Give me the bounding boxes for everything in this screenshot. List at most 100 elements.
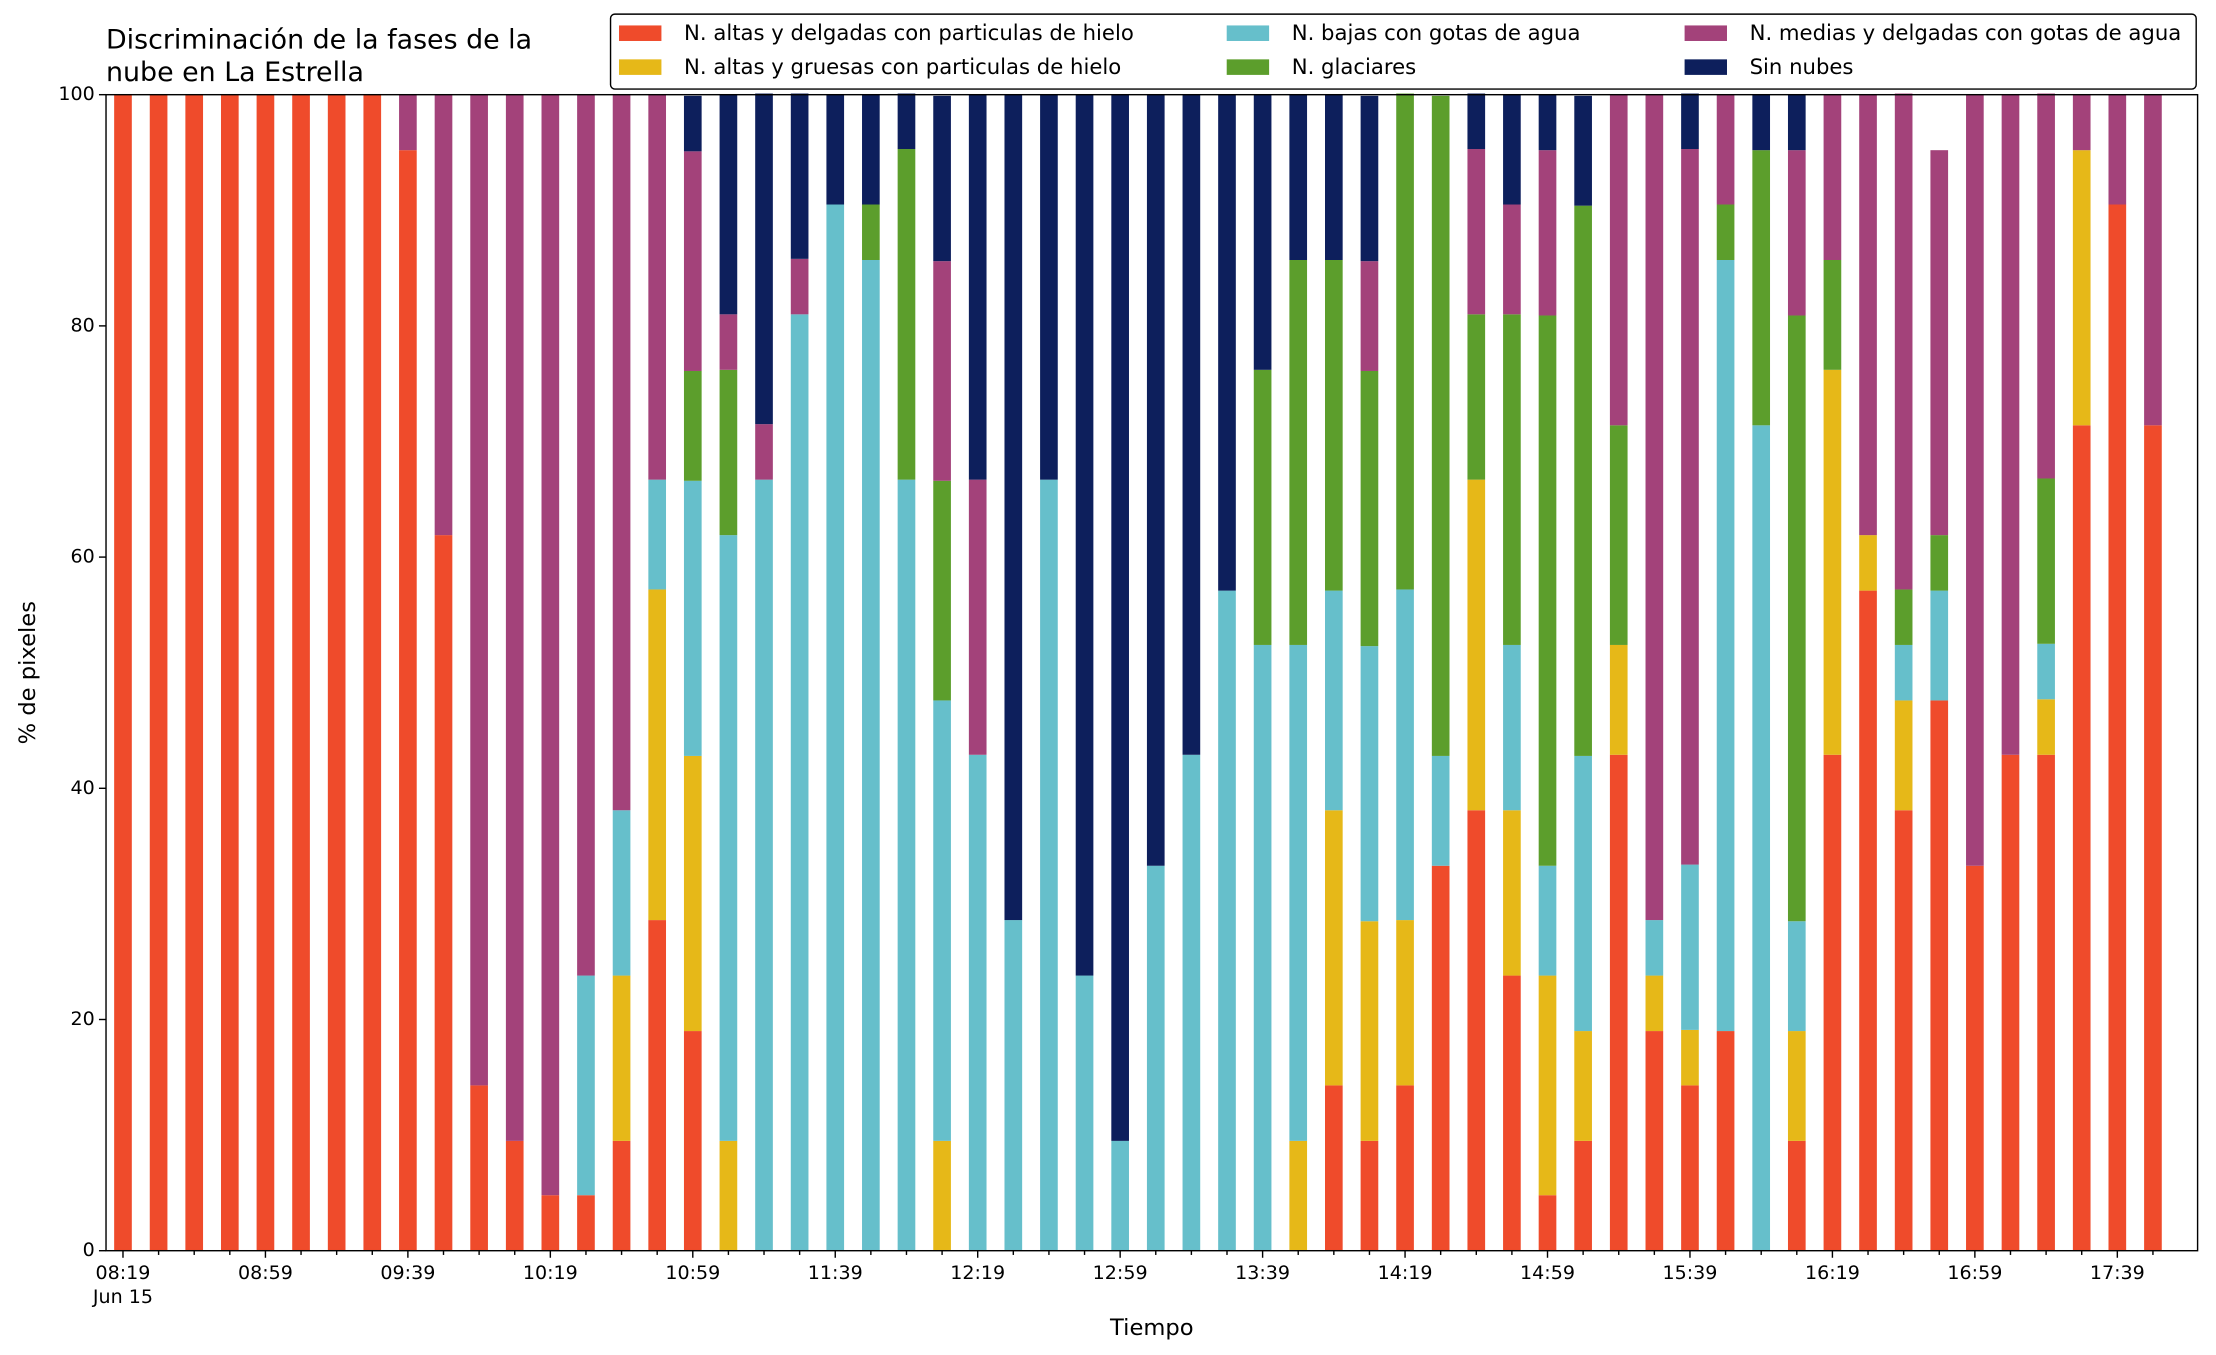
bar-segment (1146, 865, 1165, 1251)
legend-swatch (1226, 25, 1270, 41)
x-tick-label: 10:59 (665, 1262, 720, 1284)
bar-segment (1075, 94, 1094, 976)
bar-segment (1930, 700, 1949, 1251)
bar-segment (2144, 425, 2162, 1251)
bar-segment (1966, 94, 1984, 866)
x-tick-label: 11:39 (808, 1262, 863, 1284)
bar-segment (1503, 644, 1521, 811)
bar-segment (1681, 93, 1699, 150)
y-tick-label: 40 (70, 777, 94, 799)
bar-segment (1325, 259, 1343, 591)
bar-segment (1609, 425, 1628, 645)
bar-segment (1930, 535, 1949, 591)
legend-swatch (1226, 59, 1270, 75)
bar-segment (1930, 590, 1949, 701)
bar-segment (1538, 865, 1557, 976)
bar-segment (470, 94, 488, 1086)
bar-segment (149, 94, 168, 1251)
bar-segment (1467, 810, 1486, 1251)
bar-segment (1503, 975, 1521, 1251)
bar-segment (1538, 94, 1557, 151)
bar-segment (434, 535, 453, 1251)
y-tick-label: 100 (58, 83, 94, 105)
bar-segment (1538, 975, 1557, 1196)
bar-segment (1716, 1031, 1735, 1251)
bar-segment (1253, 369, 1272, 645)
bar-segment (683, 370, 702, 481)
bar-segment (790, 314, 809, 1251)
legend: N. altas y delgadas con particulas de hi… (609, 13, 2197, 90)
bar-segment (1111, 94, 1129, 1141)
plot-frame (105, 93, 2199, 1252)
bar-segment (826, 94, 845, 205)
bar-segment (1681, 864, 1699, 1030)
bar-segment (1716, 259, 1735, 1032)
legend-label: N. altas y gruesas con particulas de hie… (684, 54, 1121, 79)
bar-segment (1645, 1031, 1664, 1251)
bar-segment (1681, 1029, 1699, 1086)
bar-segment (1609, 644, 1628, 755)
bar-segment (1111, 1140, 1129, 1251)
bar-segment (755, 424, 773, 480)
bar-segment (1467, 149, 1486, 315)
bar-segment (1253, 94, 1272, 370)
x-tick-label: 08:59 (238, 1262, 293, 1284)
bar-segment (683, 151, 702, 371)
bar-segment (1716, 94, 1735, 205)
bar-segment (1396, 1085, 1414, 1251)
bar-segment (648, 479, 667, 590)
legend-label: Sin nubes (1750, 54, 1854, 79)
bar-segment (683, 95, 702, 152)
bar-segment (1574, 1031, 1592, 1141)
bar-segment (790, 258, 809, 315)
legend-swatch (619, 59, 662, 75)
bar-segment (897, 93, 916, 150)
x-tick-label: 12:59 (1093, 1262, 1148, 1284)
bar-segment (719, 94, 738, 315)
bar-segment (1503, 94, 1521, 205)
bar-segment (968, 479, 987, 755)
bar-segment (1574, 1140, 1592, 1251)
x-tick-label: 14:59 (1520, 1262, 1575, 1284)
x-tick-label: 14:19 (1378, 1262, 1433, 1284)
chart-title: Discriminación de la fases de la (106, 24, 532, 55)
bar-segment (968, 754, 987, 1251)
legend-label: N. bajas con gotas de agua (1292, 20, 1581, 45)
bar-segment (327, 94, 346, 1251)
bar-segment (1574, 95, 1592, 206)
bar-segment (862, 204, 880, 260)
bar-segment (683, 1031, 702, 1251)
bar-segment (1040, 94, 1058, 480)
bar-segment (1289, 259, 1308, 645)
bar-segment (1645, 975, 1664, 1032)
bar-segment (719, 314, 738, 370)
bar-segment (1645, 920, 1664, 976)
bar-segment (470, 1085, 488, 1251)
bar-segment (1859, 94, 1877, 536)
bar-segment (933, 261, 951, 481)
bar-segment (683, 755, 702, 1032)
bar-segment (719, 1140, 738, 1251)
bar-segment (1823, 94, 1842, 260)
bar-segment (719, 535, 738, 1141)
bar-segment (2072, 150, 2091, 426)
bar-segment (1360, 1140, 1379, 1251)
x-tick-label: 10:19 (523, 1262, 578, 1284)
x-axis-label: Tiempo (1109, 1315, 1194, 1341)
bar-segment (1218, 590, 1236, 1251)
bar-segment (1752, 94, 1771, 151)
bar-segment (862, 259, 880, 1251)
x-tick-label: 12:19 (950, 1262, 1005, 1284)
bar-segment (1823, 754, 1842, 1251)
bar-segment (577, 94, 595, 976)
bar-segment (1966, 865, 1984, 1251)
bar-segment (1289, 644, 1308, 1141)
bar-segment (1787, 1031, 1806, 1141)
bar-segment (933, 95, 951, 262)
legend-label: N. altas y delgadas con particulas de hi… (684, 20, 1134, 45)
bar-segment (933, 1140, 951, 1251)
bar-segment (1325, 590, 1343, 811)
bar-segment (1823, 369, 1842, 755)
bar-segment (719, 369, 738, 536)
bar-segment (1431, 865, 1450, 1251)
